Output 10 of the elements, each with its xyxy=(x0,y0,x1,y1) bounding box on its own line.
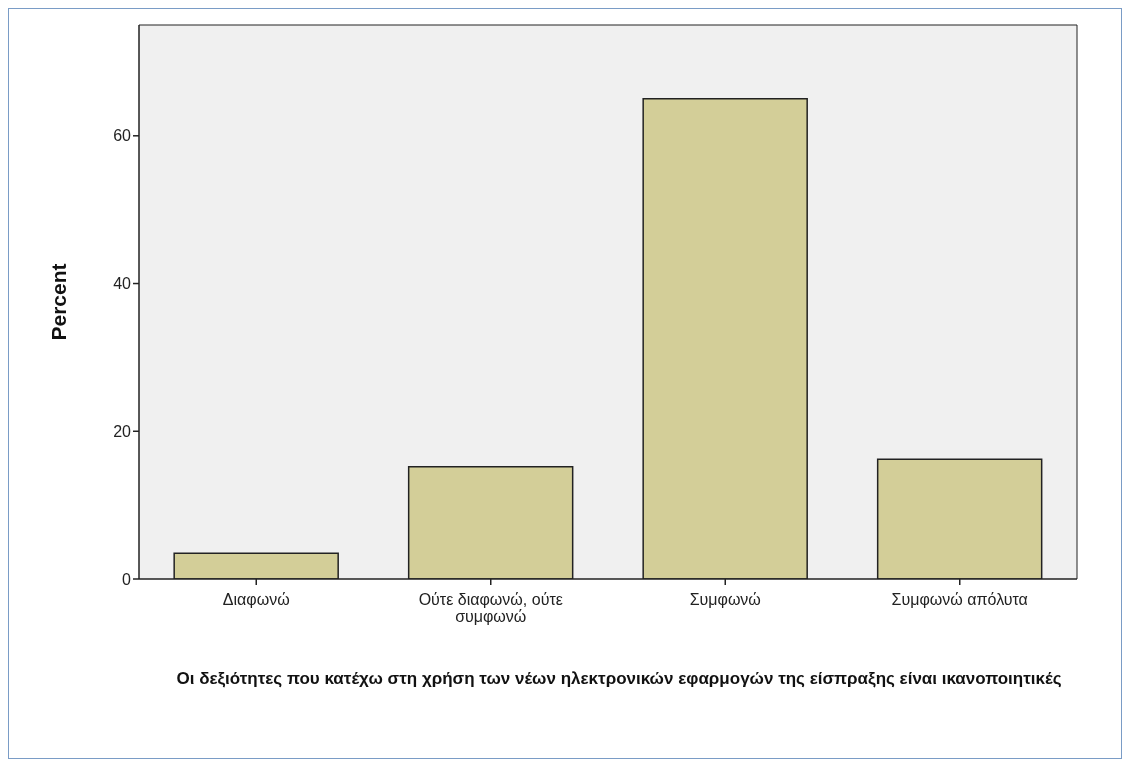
y-tick-label: 0 xyxy=(122,570,132,588)
x-tick-label: Συμφωνώ απόλυτα xyxy=(891,591,1028,608)
y-tick-label: 20 xyxy=(113,422,132,440)
x-tick-label: Συμφωνώ xyxy=(689,591,761,608)
y-tick-label: 60 xyxy=(113,127,132,145)
x-tick-label: Διαφωνώ xyxy=(222,591,290,608)
x-axis-title: Οι δεξιότητες που κατέχω στη χρήση των νέων ηλεκτρονικών εφαρμογών της είσπραξης είναι ικανοποιητικές xyxy=(175,669,1063,689)
y-axis-title: Percent xyxy=(47,263,71,341)
y-tick-label: 40 xyxy=(113,275,132,293)
x-tick-label: Ούτε διαφωνώ, ούτε συμφωνώ xyxy=(418,591,563,625)
